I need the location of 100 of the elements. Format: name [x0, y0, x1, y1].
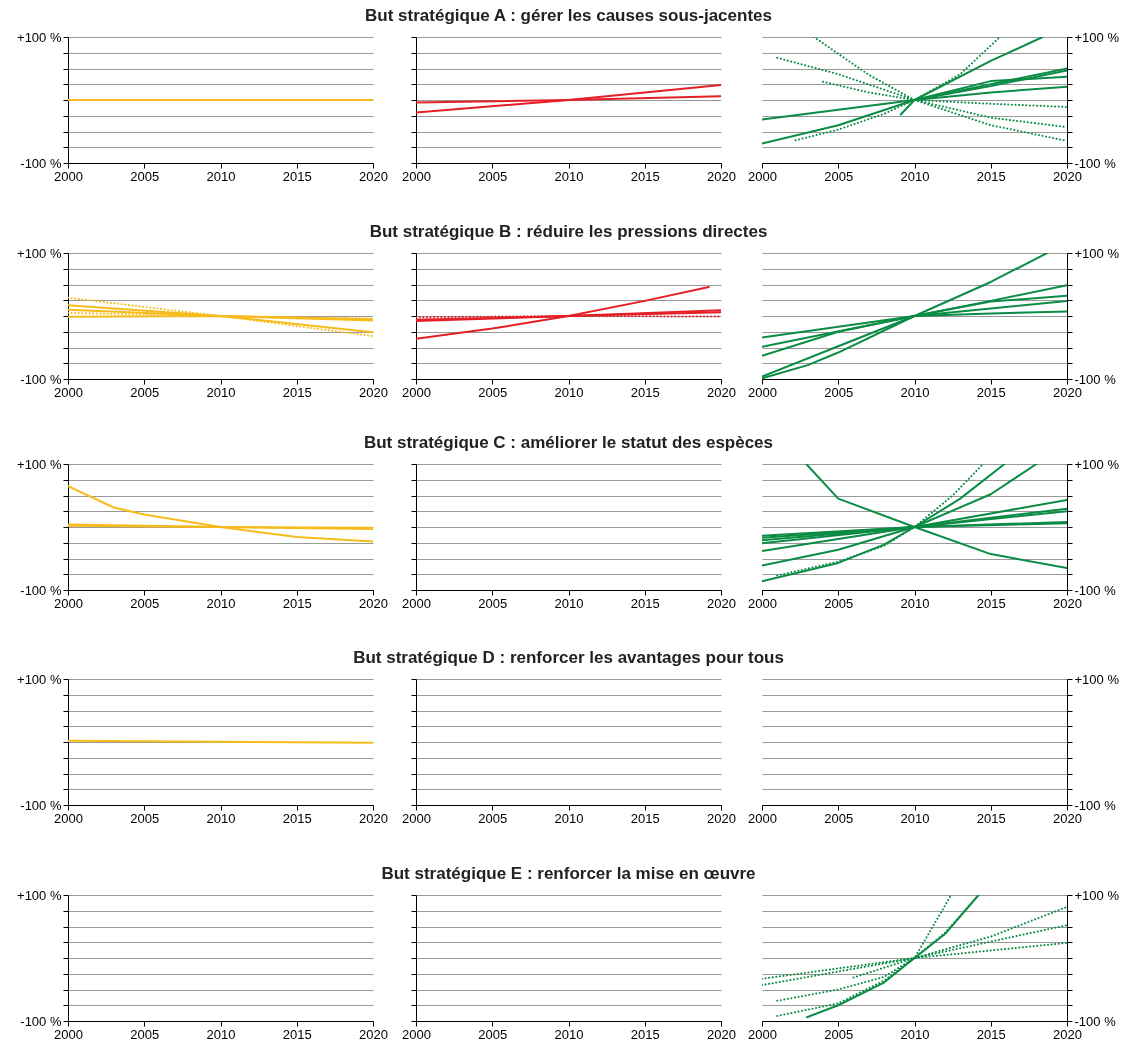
x-tick-label: 2000: [748, 168, 777, 184]
x-tick-label: 2005: [478, 595, 508, 611]
y2-tick-label: +100 %: [1074, 671, 1120, 687]
y-tick-label: +100 %: [17, 456, 62, 472]
x-tick-label: 2010: [206, 810, 236, 826]
x-tick-label: 2015: [282, 810, 312, 826]
x-tick-label: 2005: [478, 168, 508, 184]
x-tick-label: 2020: [359, 595, 388, 611]
x-tick-label: 2010: [206, 384, 236, 400]
x-tick-label: 2000: [402, 168, 431, 184]
x-tick-label: 2010: [206, 595, 236, 611]
x-tick-label: 2015: [630, 384, 660, 400]
x-tick-label: 2015: [976, 384, 1006, 400]
x-tick-label: 2000: [54, 384, 83, 400]
x-tick-label: 2000: [402, 1026, 431, 1042]
x-tick-label: 2005: [824, 810, 854, 826]
x-tick-label: 2000: [54, 595, 83, 611]
x-tick-label: 2020: [359, 384, 388, 400]
y-tick-label: -100 %: [20, 582, 62, 598]
x-tick-label: 2010: [900, 384, 930, 400]
x-tick-label: 2005: [130, 810, 160, 826]
x-tick-label: 2000: [54, 810, 83, 826]
x-tick-label: 2010: [554, 168, 584, 184]
x-tick-label: 2000: [748, 595, 777, 611]
x-tick-label: 2000: [402, 384, 431, 400]
y2-tick-label: +100 %: [1074, 245, 1120, 261]
x-tick-label: 2020: [359, 1026, 388, 1042]
y-tick-label: -100 %: [20, 1013, 62, 1029]
x-tick-label: 2005: [130, 168, 160, 184]
x-tick-label: 2005: [130, 595, 160, 611]
x-tick-label: 2005: [130, 384, 160, 400]
x-tick-label: 2005: [478, 810, 508, 826]
y2-tick-label: +100 %: [1074, 29, 1120, 45]
y2-tick-label: -100 %: [1074, 155, 1117, 171]
y-tick-label: -100 %: [20, 371, 62, 387]
x-tick-label: 2020: [707, 168, 736, 184]
x-tick-label: 2015: [976, 168, 1006, 184]
x-tick-label: 2010: [554, 595, 584, 611]
x-tick-label: 2020: [707, 384, 736, 400]
y-tick-label: -100 %: [20, 797, 62, 813]
x-tick-label: 2015: [282, 595, 312, 611]
chart-title: But stratégique A : gérer les causes sous-jacentes: [365, 5, 772, 25]
x-tick-label: 2005: [824, 1026, 854, 1042]
x-tick-label: 2015: [282, 1026, 312, 1042]
x-tick-label: 2020: [1053, 595, 1082, 611]
chart-title: But stratégique B : réduire les pressions directes: [369, 221, 768, 241]
chart-title: But stratégique C : améliorer le statut des espèces: [363, 432, 774, 452]
y-tick-label: +100 %: [17, 671, 62, 687]
y-tick-label: +100 %: [17, 887, 62, 903]
x-tick-label: 2010: [900, 1026, 930, 1042]
y2-tick-label: -100 %: [1074, 371, 1117, 387]
y2-tick-label: +100 %: [1074, 887, 1120, 903]
y-tick-label: +100 %: [17, 245, 62, 261]
x-tick-label: 2015: [976, 595, 1006, 611]
x-tick-label: 2005: [478, 1026, 508, 1042]
y2-tick-label: -100 %: [1074, 797, 1117, 813]
chart-title: But stratégique D : renforcer les avantages pour tous: [353, 647, 784, 667]
x-tick-label: 2010: [900, 595, 930, 611]
x-tick-label: 2010: [206, 168, 236, 184]
x-tick-label: 2015: [282, 384, 312, 400]
x-tick-label: 2010: [554, 1026, 584, 1042]
x-tick-label: 2000: [54, 168, 83, 184]
y-tick-label: +100 %: [17, 29, 62, 45]
x-tick-label: 2000: [748, 1026, 777, 1042]
x-tick-label: 2005: [824, 168, 854, 184]
y2-tick-label: +100 %: [1074, 456, 1120, 472]
x-tick-label: 2020: [707, 1026, 736, 1042]
x-tick-label: 2005: [824, 595, 854, 611]
x-tick-label: 2010: [554, 384, 584, 400]
x-tick-label: 2010: [554, 810, 584, 826]
x-tick-label: 2020: [1053, 384, 1082, 400]
x-tick-label: 2015: [630, 168, 660, 184]
x-tick-label: 2000: [402, 595, 431, 611]
x-tick-label: 2005: [824, 384, 854, 400]
y-tick-label: -100 %: [20, 155, 62, 171]
x-tick-label: 2020: [359, 810, 388, 826]
x-tick-label: 2020: [707, 595, 736, 611]
x-tick-label: 2010: [206, 1026, 236, 1042]
y2-tick-label: -100 %: [1074, 1013, 1117, 1029]
y2-tick-label: -100 %: [1074, 582, 1117, 598]
x-tick-label: 2000: [54, 1026, 83, 1042]
x-tick-label: 2010: [900, 168, 930, 184]
x-tick-label: 2005: [478, 384, 508, 400]
x-tick-label: 2020: [707, 810, 736, 826]
x-tick-label: 2000: [402, 810, 431, 826]
x-tick-label: 2000: [748, 810, 777, 826]
x-tick-label: 2000: [748, 384, 777, 400]
x-tick-label: 2015: [630, 810, 660, 826]
x-tick-label: 2010: [900, 810, 930, 826]
x-tick-label: 2020: [1053, 168, 1082, 184]
x-tick-label: 2015: [630, 1026, 660, 1042]
x-tick-label: 2015: [282, 168, 312, 184]
x-tick-label: 2015: [976, 1026, 1006, 1042]
chart-title: But stratégique E : renforcer la mise en œuvre: [381, 863, 756, 883]
x-tick-label: 2020: [359, 168, 388, 184]
x-tick-label: 2015: [976, 810, 1006, 826]
x-tick-label: 2020: [1053, 810, 1082, 826]
x-tick-label: 2020: [1053, 1026, 1082, 1042]
x-tick-label: 2015: [630, 595, 660, 611]
x-tick-label: 2005: [130, 1026, 160, 1042]
